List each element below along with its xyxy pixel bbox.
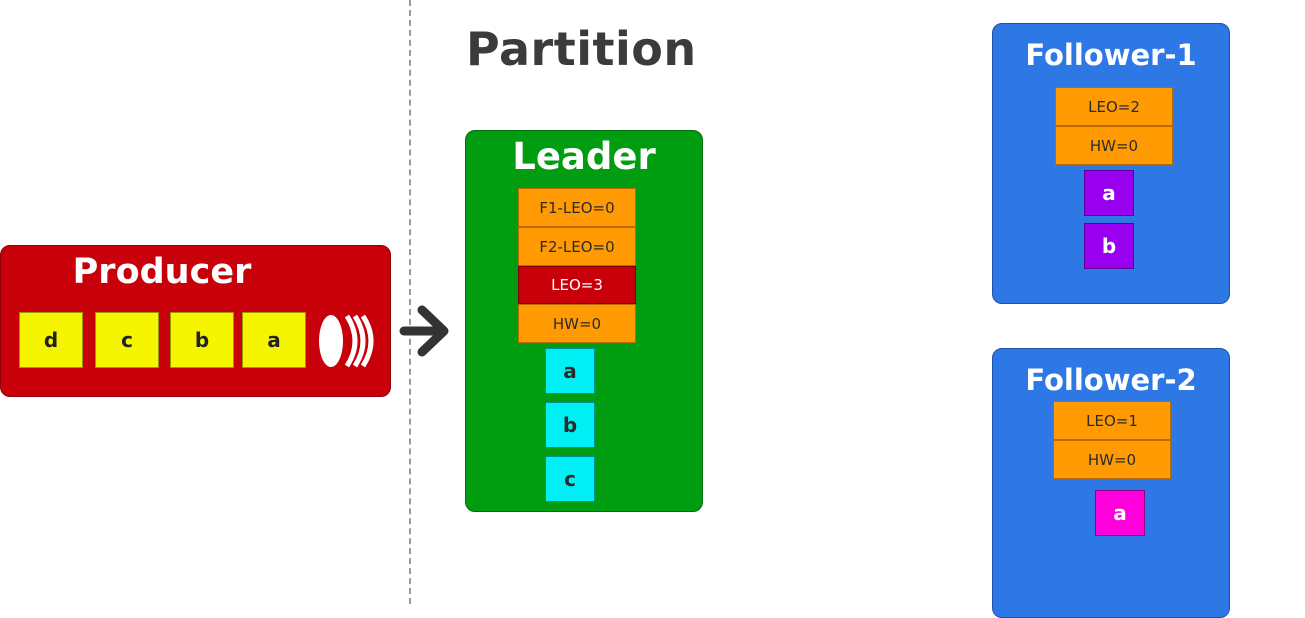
- producer-message: d: [19, 312, 83, 368]
- leader-f1-leo: F1-LEO=0: [518, 188, 636, 227]
- partition-title: Partition: [466, 22, 697, 76]
- leader-log-entry: a: [545, 348, 595, 394]
- section-divider: [409, 0, 411, 604]
- producer-message: c: [95, 312, 159, 368]
- follower-2-title: Follower-2: [1025, 363, 1197, 397]
- follower-2-log-entry: a: [1095, 490, 1145, 536]
- arrow-right-icon: [399, 305, 449, 357]
- leader-f2-leo: F2-LEO=0: [518, 227, 636, 266]
- leader-leo: LEO=3: [518, 266, 636, 304]
- leader-title: Leader: [512, 135, 656, 178]
- follower-2-hw: HW=0: [1053, 440, 1171, 479]
- leader-log-entry: c: [545, 456, 595, 502]
- follower-1-box: Follower-1 LEO=2 HW=0 a b: [992, 23, 1230, 304]
- producer-box: Producer d c b a: [0, 245, 391, 397]
- follower-1-leo: LEO=2: [1055, 87, 1173, 126]
- follower-1-hw: HW=0: [1055, 126, 1173, 165]
- follower-2-leo: LEO=1: [1053, 401, 1171, 440]
- send-waves-icon: [319, 314, 374, 368]
- follower-1-title: Follower-1: [1025, 38, 1197, 72]
- leader-log-entry: b: [545, 402, 595, 448]
- leader-hw: HW=0: [518, 304, 636, 343]
- producer-message: a: [242, 312, 306, 368]
- producer-title: Producer: [72, 252, 252, 292]
- leader-box: Leader F1-LEO=0 F2-LEO=0 LEO=3 HW=0 a b …: [465, 130, 703, 512]
- follower-2-box: Follower-2 LEO=1 HW=0 a: [992, 348, 1230, 618]
- follower-1-log-entry: b: [1084, 223, 1134, 269]
- producer-message: b: [170, 312, 234, 368]
- follower-1-log-entry: a: [1084, 170, 1134, 216]
